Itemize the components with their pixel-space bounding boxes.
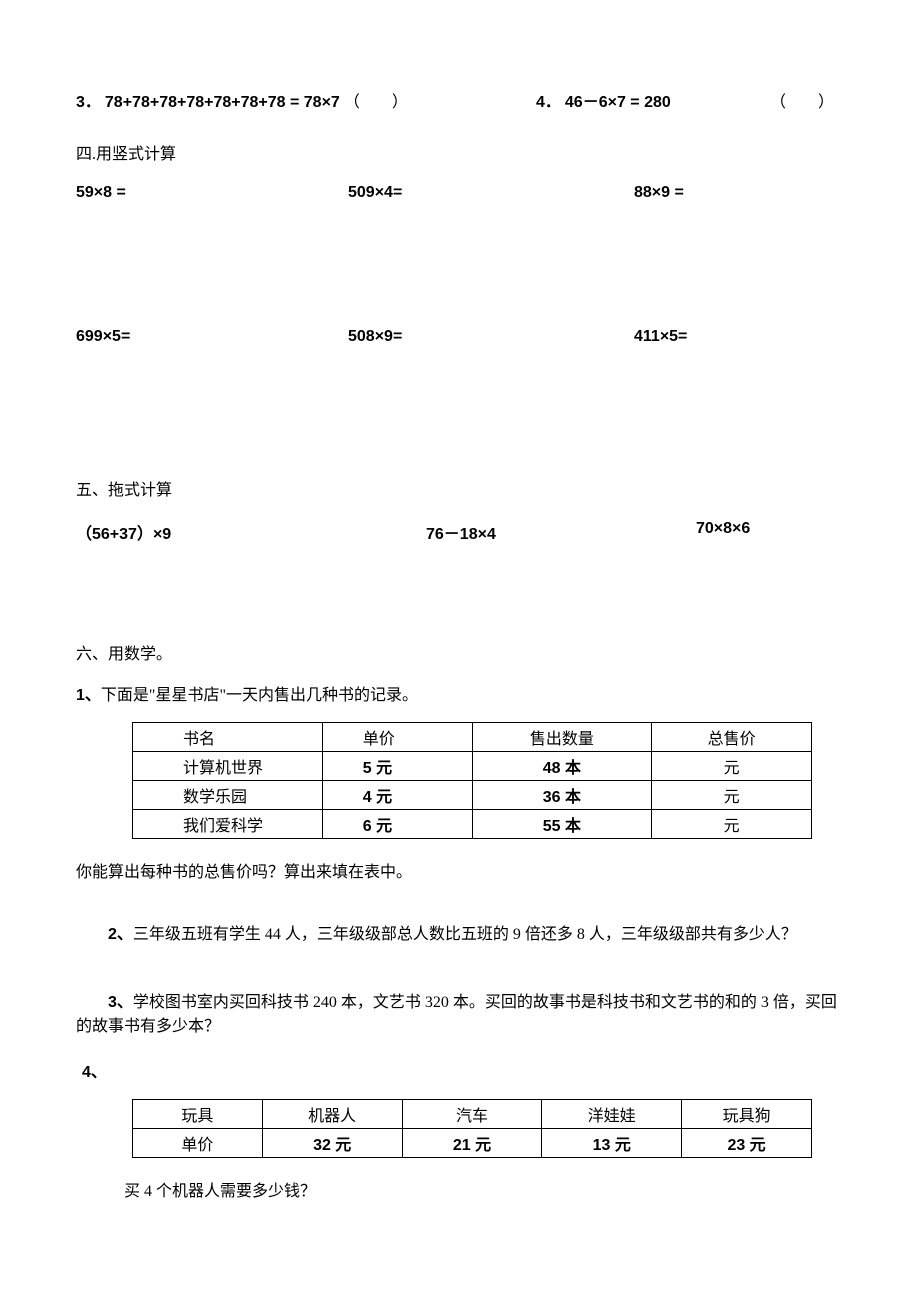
vertical-calc-row-1: 59×8 = 509×4= 88×9 = — [76, 184, 844, 202]
col-header: 机器人 — [262, 1100, 402, 1129]
col-header: 书名 — [133, 723, 323, 752]
problem-4-number: 4、 — [82, 1061, 844, 1085]
table-header-row: 书名 单价 售出数量 总售价 — [133, 723, 812, 752]
judge-line-3-4: 3． 78+78+78+78+78+78+78 = 78×7 （ ） 4． 46… — [76, 88, 844, 112]
col-header: 洋娃娃 — [542, 1100, 682, 1129]
calc-item: 59×8 = — [76, 184, 348, 202]
calc-item: 76－18×4 — [426, 520, 696, 544]
section-4-title: 四.用竖式计算 — [76, 140, 844, 164]
col-header: 总售价 — [652, 723, 812, 752]
vertical-calc-row-2: 699×5= 508×9= 411×5= — [76, 328, 844, 346]
table-row: 计算机世界 5 元 48 本 元 — [133, 752, 812, 781]
q3-number: 3． — [76, 94, 101, 111]
p1-followup: 你能算出每种书的总售价吗？算出来填在表中。 — [76, 861, 844, 885]
cell: 4 元 — [322, 781, 472, 810]
col-header: 单价 — [322, 723, 472, 752]
section-6-title: 六、用数学。 — [76, 640, 844, 664]
cell: 21 元 — [402, 1129, 542, 1158]
col-header: 玩具狗 — [682, 1100, 812, 1129]
p2-number: 2、 — [108, 926, 133, 943]
q3-expression: 78+78+78+78+78+78+78 = 78×7 — [105, 94, 340, 111]
p4-number: 4、 — [82, 1064, 107, 1081]
table-header-row: 玩具 机器人 汽车 洋娃娃 玩具狗 — [133, 1100, 812, 1129]
problem-4-question: 买 4 个机器人需要多少钱？ — [76, 1180, 844, 1204]
calc-item: 699×5= — [76, 328, 348, 346]
cell: 48 本 — [472, 752, 652, 781]
cell: 我们爱科学 — [133, 810, 323, 839]
calc-item: 411×5= — [634, 328, 844, 346]
cell: 单价 — [133, 1129, 263, 1158]
cell: 36 本 — [472, 781, 652, 810]
problem-3-text: 3、学校图书室内买回科技书 240 本，文艺书 320 本。买回的故事书是科技书… — [76, 991, 844, 1039]
p1-body: 下面是"星星书店"一天内售出几种书的记录。 — [101, 687, 418, 704]
cell: 数学乐园 — [133, 781, 323, 810]
calc-item: 70×8×6 — [696, 520, 844, 544]
problem-1-text: 1、下面是"星星书店"一天内售出几种书的记录。 — [76, 684, 844, 708]
section-5-title: 五、拖式计算 — [76, 476, 844, 500]
calc-item: 88×9 = — [634, 184, 844, 202]
toy-price-table: 玩具 机器人 汽车 洋娃娃 玩具狗 单价 32 元 21 元 13 元 23 元 — [132, 1099, 812, 1158]
p2-body: 三年级五班有学生 44 人，三年级级部总人数比五班的 9 倍还多 8 人，三年级… — [133, 926, 797, 943]
q3-paren[interactable]: （ ） — [344, 94, 408, 111]
book-sales-table: 书名 单价 售出数量 总售价 计算机世界 5 元 48 本 元 数学乐园 4 元… — [132, 722, 812, 839]
cell-fill[interactable]: 元 — [652, 781, 812, 810]
p3-number: 3、 — [108, 994, 133, 1011]
col-header: 玩具 — [133, 1100, 263, 1129]
horizontal-calc-row: （56+37）×9 76－18×4 70×8×6 — [76, 520, 844, 544]
cell: 5 元 — [322, 752, 472, 781]
q4-paren[interactable]: （ ） — [770, 88, 834, 112]
table-row: 我们爱科学 6 元 55 本 元 — [133, 810, 812, 839]
p1-number: 1、 — [76, 687, 101, 704]
cell: 23 元 — [682, 1129, 812, 1158]
problem-2-text: 2、三年级五班有学生 44 人，三年级级部总人数比五班的 9 倍还多 8 人，三… — [76, 923, 844, 947]
q4-number: 4． — [536, 94, 561, 111]
cell: 6 元 — [322, 810, 472, 839]
cell: 32 元 — [262, 1129, 402, 1158]
col-header: 汽车 — [402, 1100, 542, 1129]
calc-item: （56+37）×9 — [76, 520, 426, 544]
cell: 13 元 — [542, 1129, 682, 1158]
calc-item: 508×9= — [348, 328, 634, 346]
col-header: 售出数量 — [472, 723, 652, 752]
p3-body: 学校图书室内买回科技书 240 本，文艺书 320 本。买回的故事书是科技书和文… — [76, 994, 837, 1035]
cell: 55 本 — [472, 810, 652, 839]
calc-item: 509×4= — [348, 184, 634, 202]
q4-expression: 46－6×7 = 280 — [565, 94, 671, 111]
table-row: 数学乐园 4 元 36 本 元 — [133, 781, 812, 810]
cell: 计算机世界 — [133, 752, 323, 781]
cell-fill[interactable]: 元 — [652, 810, 812, 839]
cell-fill[interactable]: 元 — [652, 752, 812, 781]
table-row: 单价 32 元 21 元 13 元 23 元 — [133, 1129, 812, 1158]
